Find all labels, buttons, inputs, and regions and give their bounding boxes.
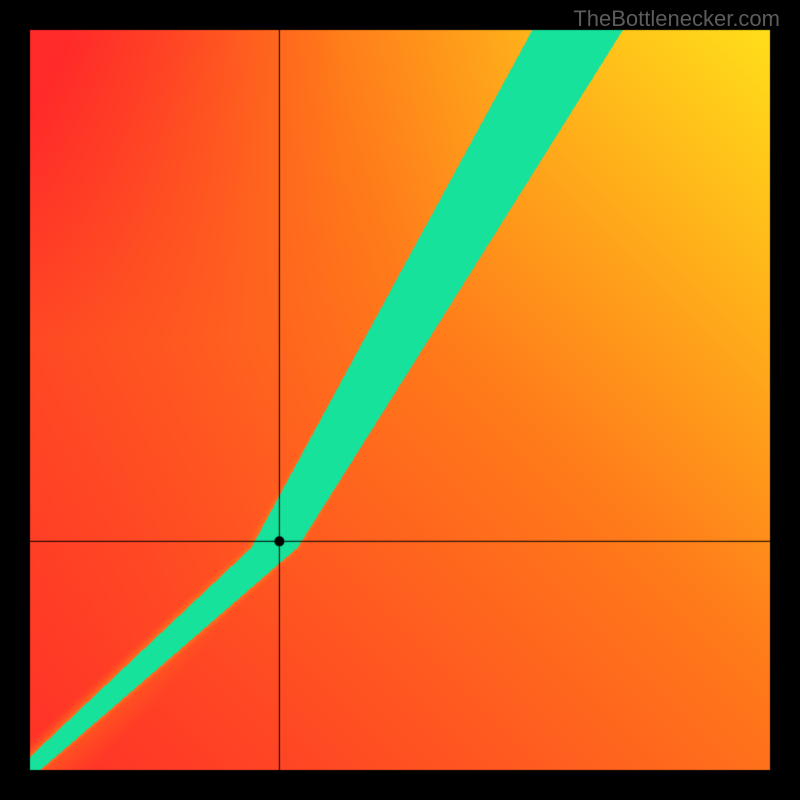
watermark-text: TheBottlenecker.com [573, 6, 780, 32]
chart-container: TheBottlenecker.com [0, 0, 800, 800]
heatmap-canvas [0, 0, 800, 800]
